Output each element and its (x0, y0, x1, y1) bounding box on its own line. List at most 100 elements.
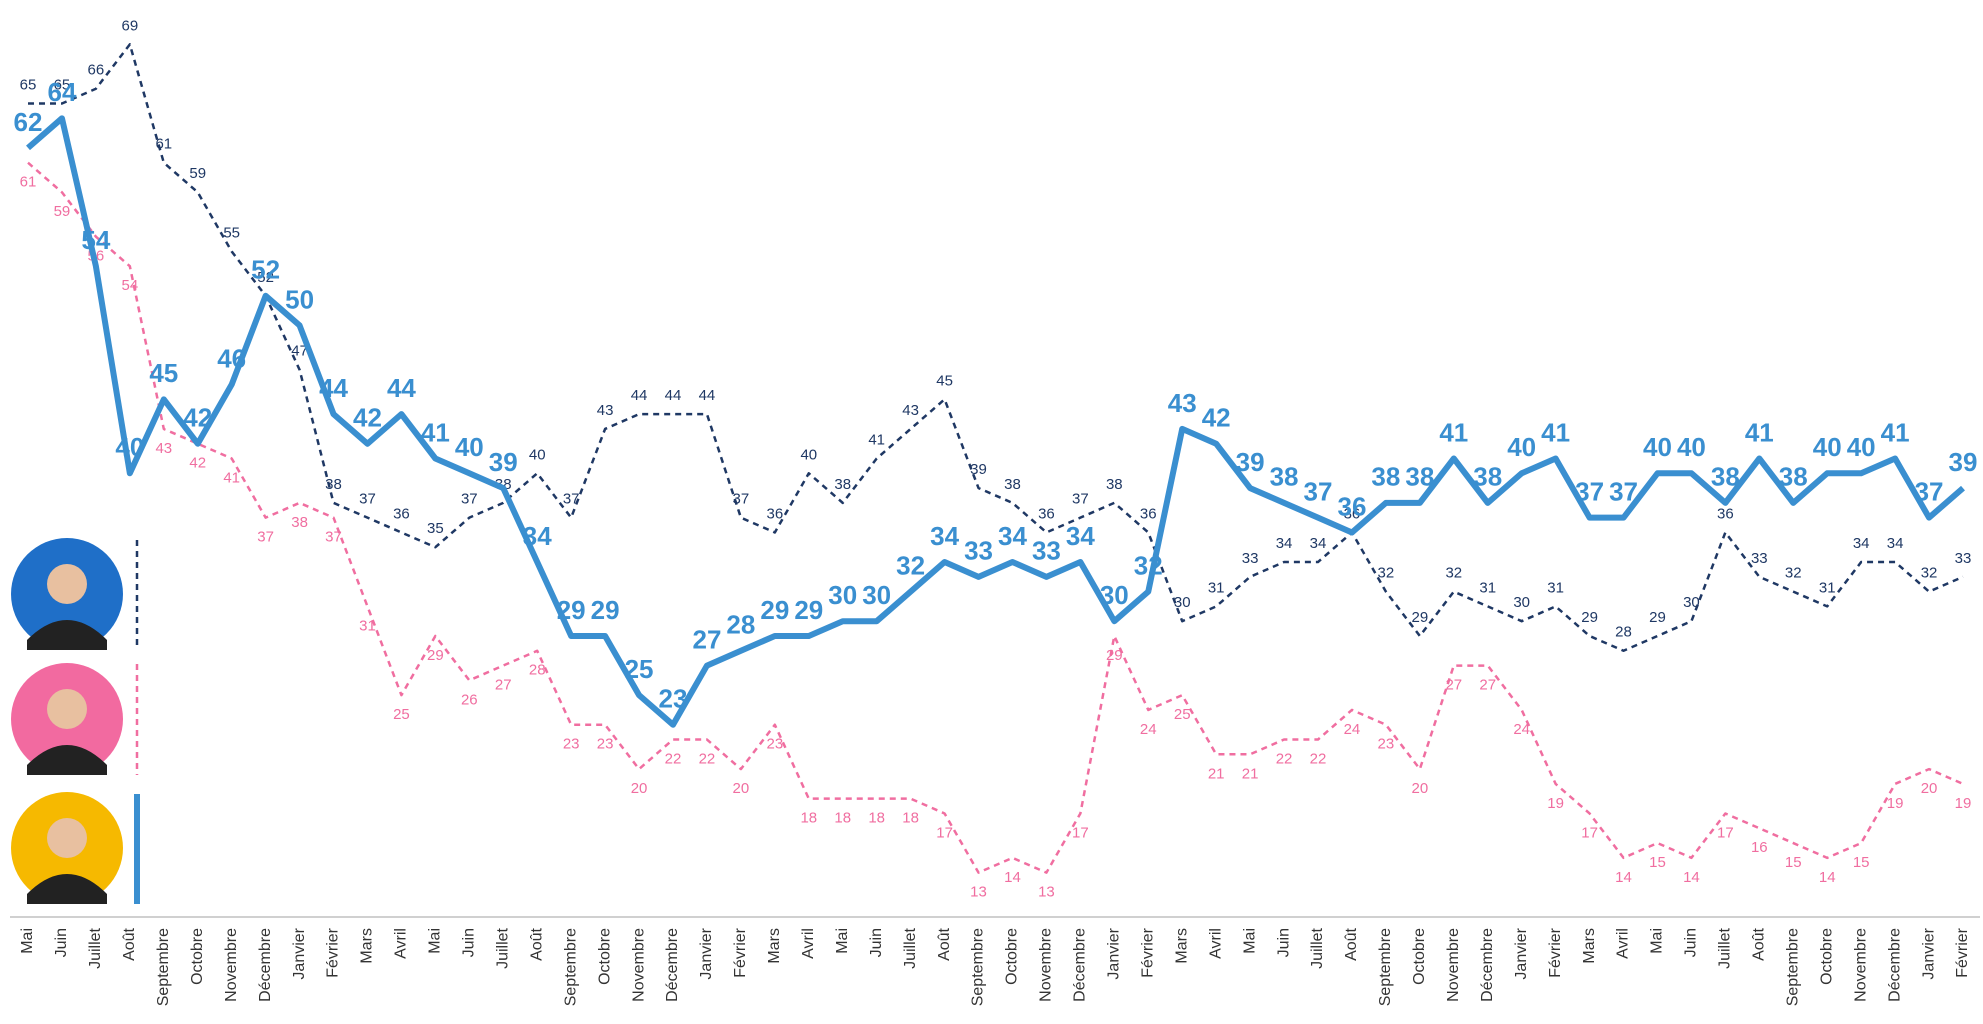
data-label: 41 (1541, 417, 1570, 447)
data-label: 25 (1174, 706, 1191, 723)
data-label: 17 (1581, 824, 1598, 841)
data-label: 29 (794, 595, 823, 625)
data-label: 14 (1615, 869, 1632, 886)
data-label: 24 (1513, 721, 1530, 738)
data-label: 34 (523, 521, 552, 551)
x-tick-label: Juin (1683, 928, 1700, 957)
data-label: 14 (1683, 869, 1700, 886)
x-tick-label: Mai (1649, 928, 1666, 954)
data-label: 40 (529, 446, 546, 463)
x-tick-label: Mars (1173, 928, 1190, 964)
data-label: 59 (54, 203, 71, 220)
data-label: 35 (427, 520, 444, 537)
data-label: 17 (936, 824, 953, 841)
data-label: 37 (1304, 477, 1333, 507)
data-label: 15 (1785, 854, 1802, 871)
data-label: 29 (1649, 609, 1666, 626)
series-line (28, 44, 1963, 650)
data-label: 33 (1955, 550, 1972, 567)
data-label: 29 (427, 647, 444, 664)
data-label: 33 (964, 536, 993, 566)
x-tick-label: Décembre (1479, 928, 1496, 1002)
x-tick-label: Octobre (1411, 928, 1428, 985)
data-label: 36 (393, 505, 410, 522)
data-label: 20 (631, 780, 648, 797)
data-label: 38 (834, 476, 851, 493)
x-tick-label: Février (732, 927, 749, 977)
data-label: 54 (81, 225, 110, 255)
data-label: 15 (1853, 854, 1870, 871)
data-label: 30 (1683, 594, 1700, 611)
x-tick-label: Octobre (1004, 928, 1021, 985)
x-tick-label: Août (1343, 927, 1360, 960)
x-tick-label: Mars (359, 928, 376, 964)
data-label: 22 (1276, 750, 1293, 767)
data-label: 27 (495, 677, 512, 694)
x-tick-label: Avril (800, 928, 817, 959)
data-label: 32 (1785, 565, 1802, 582)
x-tick-label: Novembre (1445, 928, 1462, 1002)
data-label: 36 (1337, 491, 1366, 521)
data-label: 40 (115, 432, 144, 462)
data-label: 27 (692, 624, 721, 654)
data-label: 43 (155, 440, 172, 457)
x-tick-label: Novembre (223, 928, 240, 1002)
data-label: 45 (936, 372, 953, 389)
data-label: 41 (223, 469, 240, 486)
data-label: 19 (1547, 795, 1564, 812)
x-tick-label: Juillet (902, 927, 919, 968)
data-label: 40 (1507, 432, 1536, 462)
data-label: 69 (121, 17, 138, 34)
data-label: 31 (359, 617, 376, 634)
data-label: 17 (1717, 824, 1734, 841)
data-label: 18 (868, 810, 885, 827)
data-label: 41 (421, 417, 450, 447)
data-label: 13 (1038, 884, 1055, 901)
data-label: 37 (461, 491, 478, 508)
data-label: 29 (1411, 609, 1428, 626)
data-label: 44 (631, 387, 648, 404)
x-tick-label: Juin (1275, 928, 1292, 957)
data-label: 25 (625, 654, 654, 684)
x-tick-label: Novembre (1038, 928, 1055, 1002)
data-label: 16 (1751, 839, 1768, 856)
data-label: 64 (47, 77, 76, 107)
data-label: 30 (1174, 594, 1191, 611)
data-label: 44 (319, 373, 348, 403)
data-label: 37 (1072, 491, 1089, 508)
x-tick-label: Février (1954, 927, 1971, 977)
data-label: 34 (1310, 535, 1327, 552)
x-tick-label: Juin (461, 928, 478, 957)
x-tick-label: Octobre (1818, 928, 1835, 985)
data-label: 65 (20, 77, 37, 94)
data-label: 33 (1242, 550, 1259, 567)
data-label: 21 (1242, 765, 1259, 782)
x-tick-label: Janvier (291, 927, 308, 979)
data-label: 23 (659, 684, 688, 714)
x-tick-label: Novembre (1852, 928, 1869, 1002)
data-label: 36 (1140, 505, 1157, 522)
data-label: 31 (1547, 579, 1564, 596)
data-label: 30 (828, 580, 857, 610)
data-label: 28 (726, 610, 755, 640)
portrait-face (47, 818, 87, 858)
data-label: 23 (766, 736, 783, 753)
data-label: 29 (1106, 647, 1123, 664)
series-line (28, 118, 1963, 724)
data-label: 42 (1202, 403, 1231, 433)
data-label: 41 (1439, 417, 1468, 447)
data-label: 37 (325, 529, 342, 546)
data-label: 32 (1134, 550, 1163, 580)
data-label: 20 (1411, 780, 1428, 797)
data-label: 32 (1921, 565, 1938, 582)
data-label: 23 (597, 736, 614, 753)
data-label: 41 (1745, 417, 1774, 447)
data-label: 44 (699, 387, 716, 404)
data-label: 38 (1004, 476, 1021, 493)
data-label: 38 (1473, 462, 1502, 492)
data-label: 43 (902, 402, 919, 419)
data-label: 40 (1813, 432, 1842, 462)
legend (11, 538, 123, 904)
x-tick-label: Avril (1207, 928, 1224, 959)
data-label: 38 (1106, 476, 1123, 493)
